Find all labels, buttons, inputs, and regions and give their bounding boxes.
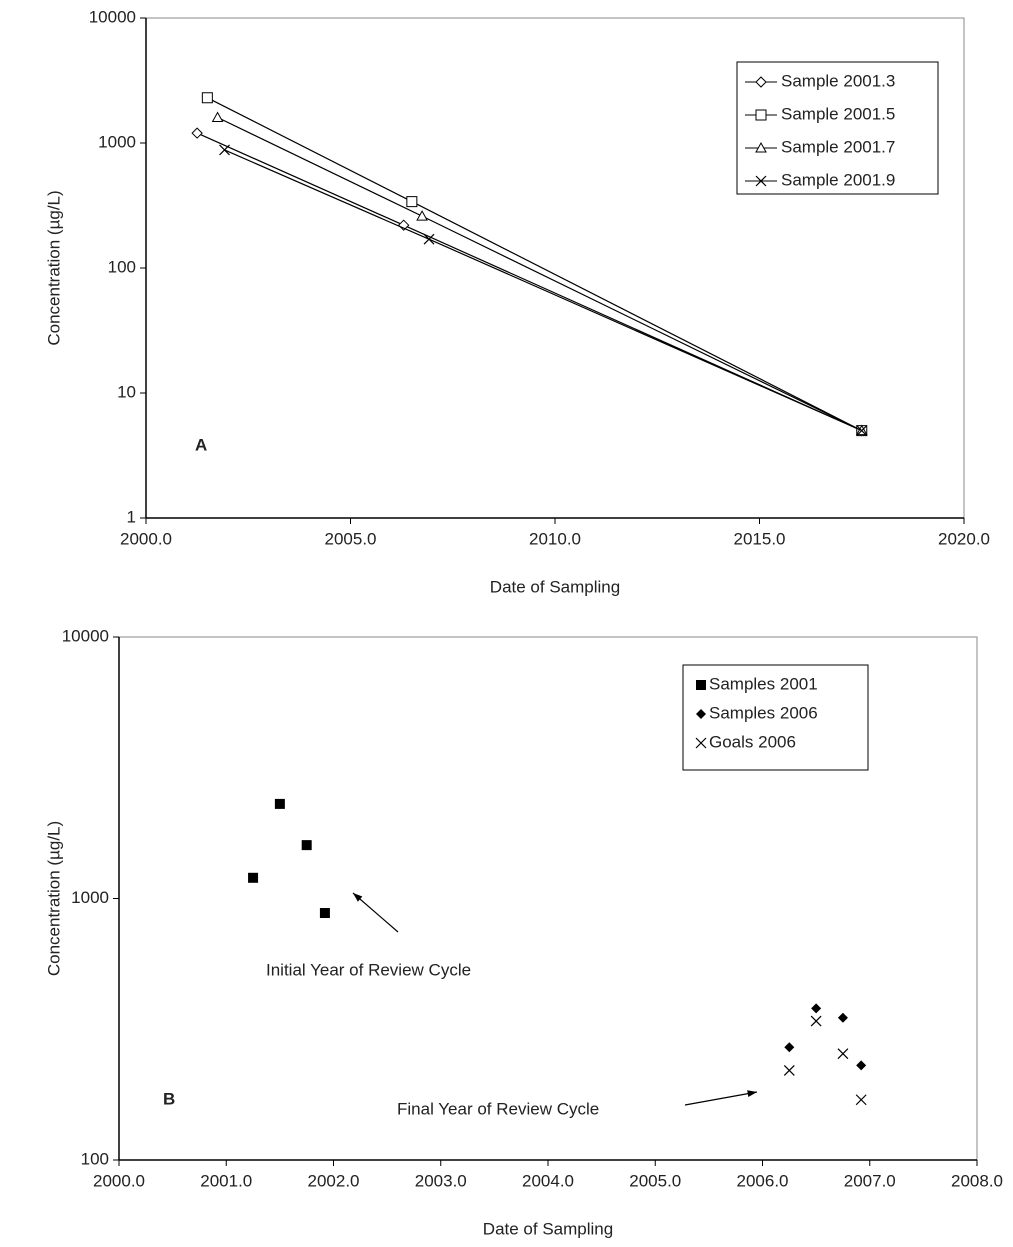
marker: [416, 210, 428, 221]
marker: [837, 1012, 848, 1023]
marker: [810, 1015, 822, 1027]
legend-box: [682, 664, 869, 771]
marker: [274, 798, 285, 809]
marker: [319, 908, 330, 919]
marker: [191, 127, 203, 139]
x-tick-label: 2005.0: [629, 1171, 681, 1190]
annotation: B: [163, 1089, 175, 1108]
marker: [696, 709, 706, 719]
arrow-head: [747, 1090, 757, 1098]
marker: [811, 1003, 822, 1014]
marker: [784, 1042, 795, 1053]
legend-label: Goals 2006: [709, 732, 796, 751]
x-tick-label: 2004.0: [522, 1171, 574, 1190]
y-axis-title: Concentration (µg/L): [44, 190, 63, 345]
legend-box: [736, 61, 939, 195]
x-axis-title: Date of Sampling: [483, 1219, 613, 1238]
marker: [755, 76, 767, 88]
marker: [755, 109, 767, 121]
x-tick-label: 2006.0: [737, 1171, 789, 1190]
y-tick-label: 100: [108, 257, 136, 276]
annotation: A: [195, 435, 207, 454]
y-tick-label: 10000: [62, 626, 109, 645]
annotation: Initial Year of Review Cycle: [266, 960, 471, 979]
legend-label: Samples 2006: [709, 703, 818, 722]
marker: [211, 111, 224, 122]
y-tick-label: 1000: [71, 888, 109, 907]
marker: [219, 144, 230, 156]
marker: [423, 233, 435, 245]
legend-label: Sample 2001.5: [781, 104, 895, 123]
y-tick-label: 1: [127, 507, 136, 526]
marker: [755, 175, 767, 187]
marker: [397, 219, 410, 231]
marker: [855, 1094, 867, 1106]
x-tick-label: 2010.0: [529, 529, 581, 548]
annotation-arrow: [352, 892, 399, 933]
x-tick-label: 2015.0: [734, 529, 786, 548]
x-tick-label: 2000.0: [120, 529, 172, 548]
marker: [406, 196, 418, 208]
marker: [301, 840, 312, 851]
x-tick-label: 2008.0: [951, 1171, 1003, 1190]
marker: [783, 1065, 795, 1076]
x-tick-label: 2002.0: [308, 1171, 360, 1190]
x-tick-label: 2007.0: [844, 1171, 896, 1190]
annotation: Final Year of Review Cycle: [397, 1099, 599, 1118]
y-tick-label: 10: [117, 382, 136, 401]
marker: [696, 680, 706, 690]
legend-label: Sample 2001.3: [781, 71, 895, 90]
marker: [201, 92, 213, 104]
marker: [856, 1060, 867, 1071]
x-tick-label: 2005.0: [325, 529, 377, 548]
marker: [755, 141, 767, 153]
x-axis-title: Date of Sampling: [490, 577, 620, 596]
x-tick-label: 2003.0: [415, 1171, 467, 1190]
arrow-head: [353, 893, 363, 902]
marker: [248, 872, 259, 883]
legend-label: Samples 2001: [709, 674, 818, 693]
x-tick-label: 2001.0: [200, 1171, 252, 1190]
marker: [695, 737, 707, 749]
y-tick-label: 1000: [98, 132, 136, 151]
legend-label: Sample 2001.9: [781, 170, 895, 189]
marker: [837, 1048, 849, 1060]
y-tick-label: 10000: [89, 7, 136, 26]
y-axis-title: Concentration (µg/L): [44, 821, 63, 976]
marker: [856, 425, 868, 437]
x-tick-label: 2000.0: [93, 1171, 145, 1190]
legend-label: Sample 2001.7: [781, 137, 895, 156]
annotation-arrow: [684, 1091, 758, 1106]
x-tick-label: 2020.0: [938, 529, 990, 548]
y-tick-label: 100: [81, 1149, 109, 1168]
